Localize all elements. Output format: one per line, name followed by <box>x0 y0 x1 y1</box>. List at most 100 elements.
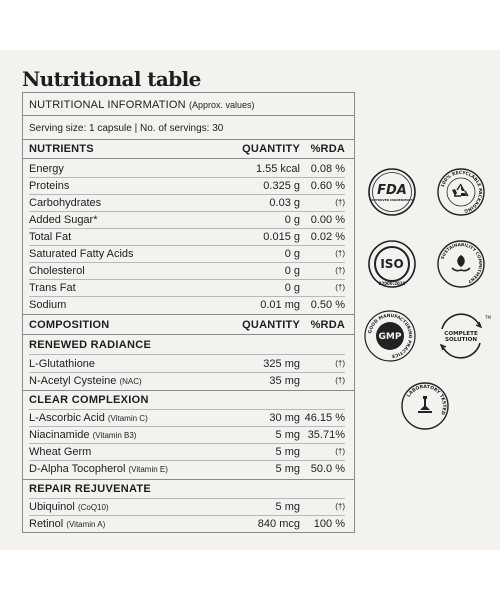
table-row: Cholesterol 0 g (†) <box>29 264 345 278</box>
ingredient-note: (Vitamin A) <box>66 520 106 529</box>
nutrition-table: NUTRITIONAL INFORMATION (Approx. values)… <box>22 92 355 533</box>
nutrient-quantity: 0 g <box>284 248 300 260</box>
row-divider <box>29 279 345 280</box>
ingredient-note: (CoQ10) <box>77 503 109 512</box>
ingredient-rda: 46.15 % <box>304 412 345 424</box>
ingredient-quantity: 5 mg <box>275 501 300 513</box>
nutrient-rda: 0.60 % <box>310 180 345 192</box>
column-header-quantity: QUANTITY <box>242 319 300 331</box>
column-header-composition: COMPOSITION <box>29 319 110 331</box>
ingredient-quantity: 5 mg <box>275 446 300 458</box>
table-subtitle: (Approx. values) <box>189 100 255 110</box>
fda-text: FDA <box>377 183 407 198</box>
row-divider <box>29 296 345 297</box>
nutrient-quantity: 1.55 kcal <box>255 163 300 175</box>
nutrient-name: Trans Fat <box>29 282 76 294</box>
nutrient-rda: 0.50 % <box>310 299 345 311</box>
ingredient-rda: (†) <box>335 447 345 456</box>
recycle-icon: 100% RECYCLABLE PACKAGING <box>437 168 485 216</box>
nutrient-rda: (†) <box>335 198 345 207</box>
ingredient-quantity: 30 mg <box>269 412 300 424</box>
row-divider <box>29 443 345 444</box>
column-header-quantity: QUANTITY <box>242 143 300 155</box>
gmp-text: GMP <box>379 332 402 342</box>
table-row: L-Ascorbic Acid (Vitamin C) 30 mg 46.15 % <box>29 411 345 426</box>
row-divider <box>29 228 345 229</box>
table-row: Energy 1.55 kcal 0.08 % <box>29 162 345 176</box>
page-title: Nutritional table <box>22 67 201 91</box>
complete-line2: SOLUTION <box>445 337 477 343</box>
divider <box>23 390 354 391</box>
nutrient-rda: (†) <box>335 283 345 292</box>
row-divider <box>29 177 345 178</box>
nutrient-quantity: 0.01 mg <box>260 299 300 311</box>
nutrient-name: Cholesterol <box>29 265 85 277</box>
nutrient-rda: (†) <box>335 266 345 275</box>
row-divider <box>29 498 345 499</box>
ingredient-rda: (†) <box>335 376 345 385</box>
leaf-hands-icon: SUSTAINABILITY COMMITMENT <box>437 240 485 288</box>
ingredient-quantity: 5 mg <box>275 463 300 475</box>
table-row: Retinol (Vitamin A) 840 mcg 100 % <box>29 517 345 532</box>
complete-solution-icon: COMPLETE SOLUTION TM <box>439 313 491 359</box>
table-row: Sodium 0.01 mg 0.50 % <box>29 298 345 312</box>
divider <box>23 479 354 480</box>
ingredient-rda: 50.0 % <box>310 463 345 475</box>
ingredient-rda: (†) <box>335 502 345 511</box>
ingredient-rda: 100 % <box>313 518 345 530</box>
nutrient-rda: 0.02 % <box>310 231 345 243</box>
iso-text: ISO <box>380 257 403 271</box>
ingredient-note: (Vitamin B3) <box>92 431 137 440</box>
trademark-mark: TM <box>484 315 491 320</box>
nutrient-quantity: 0 g <box>284 282 300 294</box>
nutrient-name: Energy <box>29 163 64 175</box>
microscope-icon: LABORATORY TESTED <box>401 382 449 430</box>
table-row: Total Fat 0.015 g 0.02 % <box>29 230 345 244</box>
nutrient-quantity: 0.03 g <box>269 197 300 209</box>
ingredient-name: L-Ascorbic Acid <box>29 412 105 424</box>
ingredient-note: (Vitamin E) <box>128 465 168 474</box>
serving-info: Serving size: 1 capsule | No. of serving… <box>29 123 224 134</box>
nutrient-quantity: 0 g <box>284 214 300 226</box>
nutrient-quantity: 0 g <box>284 265 300 277</box>
ingredient-quantity: 840 mcg <box>257 518 300 530</box>
row-divider <box>29 426 345 427</box>
ingredient-rda: 35.71% <box>307 429 345 441</box>
svg-text:100% RECYCLABLE PACKAGING: 100% RECYCLABLE PACKAGING <box>440 170 483 214</box>
section-title: RENEWED RADIANCE <box>29 339 152 351</box>
table-row: Trans Fat 0 g (†) <box>29 281 345 295</box>
recyclable-ring-text: 100% RECYCLABLE PACKAGING <box>440 170 483 214</box>
section-title: REPAIR REJUVENATE <box>29 483 152 495</box>
nutrient-quantity: 0.015 g <box>263 231 300 243</box>
nutrients-header-row: NUTRIENTS QUANTITY %RDA <box>29 142 345 156</box>
table-row: Niacinamide (Vitamin B3) 5 mg 35.71% <box>29 428 345 443</box>
divider <box>23 139 354 140</box>
ingredient-name: N-Acetyl Cysteine <box>29 375 117 387</box>
ingredient-name: L-Glutathione <box>29 358 96 370</box>
table-row: D-Alpha Tocopherol (Vitamin E) 5 mg 50.0 % <box>29 462 345 477</box>
iso-subtext: 22000:2018 <box>379 281 406 286</box>
fda-badge-icon: FDA APPROVED INGREDIENTS <box>368 168 416 216</box>
divider <box>23 334 354 335</box>
ingredient-name: Ubiquinol <box>29 501 75 513</box>
table-title-text: NUTRITIONAL INFORMATION <box>29 99 186 111</box>
nutrient-rda: (†) <box>335 249 345 258</box>
column-header-rda: %RDA <box>310 143 345 155</box>
nutrient-name: Sodium <box>29 299 67 311</box>
ingredient-note: (NAC) <box>119 377 142 386</box>
divider <box>23 158 354 159</box>
table-row: Wheat Germ 5 mg (†) <box>29 445 345 460</box>
ingredient-name: Wheat Germ <box>29 446 92 458</box>
table-row: L-Glutathione 325 mg (†) <box>29 357 345 372</box>
content-panel <box>0 50 500 550</box>
table-title: NUTRITIONAL INFORMATION (Approx. values) <box>29 98 345 112</box>
ingredient-name: Niacinamide <box>29 429 90 441</box>
row-divider <box>29 262 345 263</box>
row-divider <box>29 460 345 461</box>
fda-subtext: APPROVED INGREDIENTS <box>371 198 413 202</box>
table-row: Added Sugar* 0 g 0.00 % <box>29 213 345 227</box>
nutrient-quantity: 0.325 g <box>263 180 300 192</box>
complete-line1: COMPLETE <box>444 331 478 337</box>
row-divider <box>29 409 345 410</box>
row-divider <box>29 211 345 212</box>
